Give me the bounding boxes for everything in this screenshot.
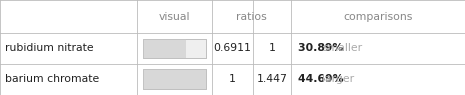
Text: 1: 1 <box>269 43 275 53</box>
Text: larger: larger <box>322 74 354 84</box>
Text: smaller: smaller <box>322 43 362 53</box>
Text: comparisons: comparisons <box>343 12 412 22</box>
Text: barium chromate: barium chromate <box>5 74 99 84</box>
Bar <box>143 69 206 89</box>
Bar <box>143 39 186 58</box>
Bar <box>143 39 206 58</box>
Text: ratios: ratios <box>236 12 266 22</box>
Text: visual: visual <box>159 12 190 22</box>
Text: 1: 1 <box>229 74 236 84</box>
Text: 30.89%: 30.89% <box>298 43 347 53</box>
Text: 44.69%: 44.69% <box>298 74 347 84</box>
Text: 0.6911: 0.6911 <box>213 43 252 53</box>
Bar <box>143 69 206 89</box>
Bar <box>143 39 206 58</box>
Text: rubidium nitrate: rubidium nitrate <box>5 43 93 53</box>
Bar <box>143 69 206 89</box>
Text: 1.447: 1.447 <box>257 74 287 84</box>
